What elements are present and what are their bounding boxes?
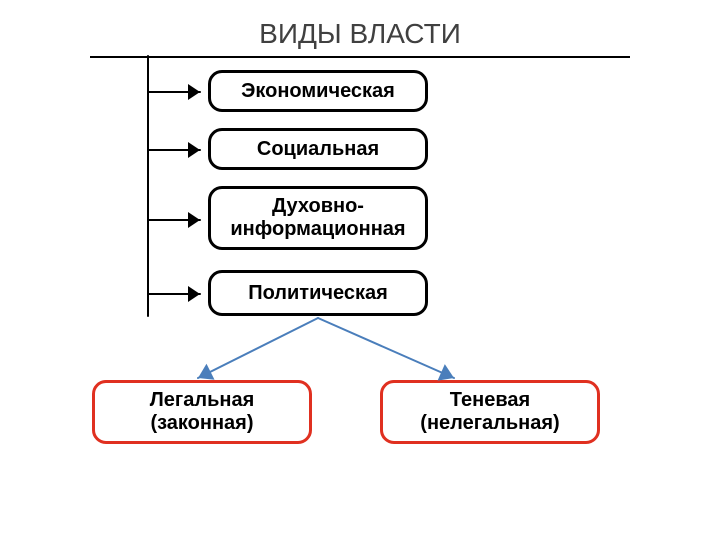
node-shadow: Теневая(нелегальная)	[380, 380, 600, 444]
node-label: Политическая	[248, 282, 388, 305]
node-social: Социальная	[208, 128, 428, 170]
node-label: Экономическая	[241, 80, 395, 103]
node-label: Социальная	[257, 138, 379, 161]
node-label: Духовно-информационная	[230, 195, 405, 241]
diagram-stage: ВИДЫ ВЛАСТИ Экономическая Социальная Дух…	[0, 0, 720, 540]
node-label: Теневая(нелегальная)	[420, 389, 559, 435]
node-legal: Легальная(законная)	[92, 380, 312, 444]
node-political: Политическая	[208, 270, 428, 316]
node-label: Легальная(законная)	[150, 389, 254, 435]
node-spiritual: Духовно-информационная	[208, 186, 428, 250]
diagram-title: ВИДЫ ВЛАСТИ	[0, 18, 720, 50]
title-underline	[90, 56, 630, 58]
node-economic: Экономическая	[208, 70, 428, 112]
